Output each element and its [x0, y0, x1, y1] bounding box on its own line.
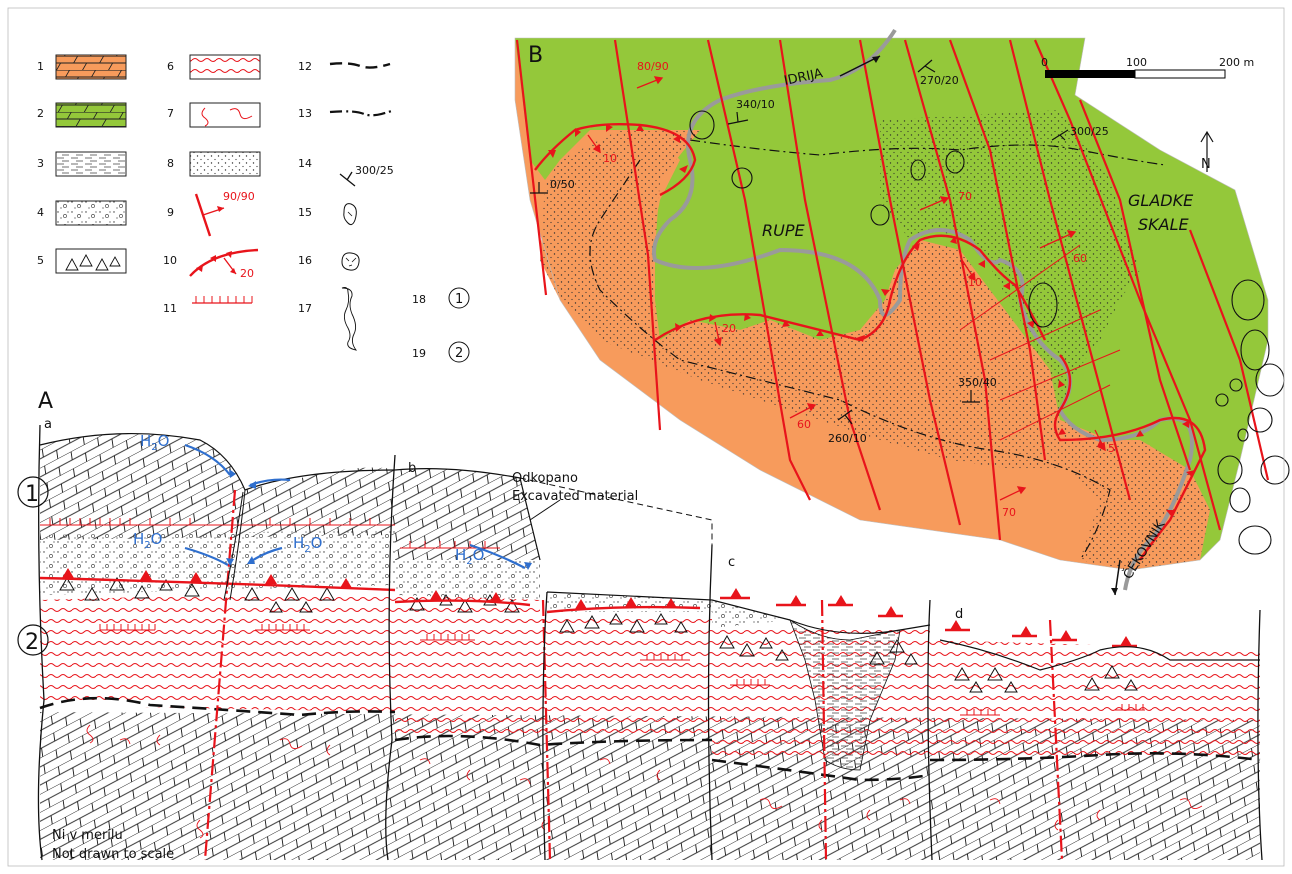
scale-note-sl: Ni v merilu [52, 828, 123, 843]
section-sub-a: a [44, 417, 52, 432]
collapse-doline-symbol [341, 252, 360, 271]
dip-60-a: 60 [1073, 252, 1087, 265]
legend-num-2: 2 [37, 107, 44, 120]
excavation-outline-symbol [341, 287, 358, 351]
clay-dashes-swatch [55, 151, 127, 177]
doline-symbol [343, 203, 357, 226]
map-panel-b: 0 100 200 m N B IDRIJA RUPE GLADKE SKALE… [514, 28, 1290, 596]
meas-300-25: 300/25 [1070, 125, 1109, 138]
legend-num-7: 7 [167, 107, 174, 120]
sand-stipple-swatch [189, 151, 261, 177]
legend-num-4: 4 [37, 206, 44, 219]
section-circled-1-text: 1 [25, 482, 39, 507]
water-label-1: H2O [140, 432, 169, 453]
meas-260-10: 260/10 [828, 432, 867, 445]
thrust-fault-symbol: 20 [189, 248, 259, 280]
circled-1-symbol: 1 [448, 287, 470, 309]
map-panel-letter: B [528, 43, 543, 68]
legend-num-1: 1 [37, 60, 44, 73]
legend-num-19: 19 [412, 347, 426, 360]
legend-num-6: 6 [167, 60, 174, 73]
dip-60-b: 60 [797, 418, 811, 431]
stream [652, 28, 1194, 591]
dip-5: 5 [1108, 442, 1115, 455]
place-rupe: RUPE [762, 221, 805, 240]
dash-dot-boundary-symbol [329, 108, 395, 117]
scale-note-en: Not drawn to scale [52, 847, 174, 862]
dip-70-a: 70 [958, 190, 972, 203]
scale-200: 200 m [1219, 56, 1254, 69]
legend-num-18: 18 [412, 293, 426, 306]
fracture-comb-symbol [192, 296, 253, 304]
meas-80-90: 80/90 [637, 60, 669, 73]
section-sub-c: c [728, 555, 735, 570]
legend-num-15: 15 [298, 206, 312, 219]
breccia-triangles-swatch [55, 248, 127, 274]
legend-num-10: 10 [163, 254, 177, 267]
legend-14-value: 300/25 [355, 164, 394, 177]
legend-num-12: 12 [298, 60, 312, 73]
dolines [689, 110, 1290, 555]
gravel-swatch [55, 200, 127, 226]
green-dolomite-swatch [55, 102, 127, 128]
dip-10-b: 10 [968, 276, 982, 289]
dashed-boundary-symbol [329, 62, 391, 69]
excavated-label-en: Excavated material [512, 489, 638, 504]
legend-19-value: 2 [455, 346, 463, 361]
north-label: N [1201, 157, 1211, 172]
section-circled-2-text: 2 [25, 630, 39, 655]
orange-limestone-swatch [55, 54, 127, 80]
meas-270-20: 270/20 [920, 74, 959, 87]
legend-num-16: 16 [298, 254, 312, 267]
legend-9-value: 90/90 [223, 190, 255, 203]
meas-0-50: 0/50 [550, 178, 575, 191]
legend-num-5: 5 [37, 254, 44, 267]
section-circled-1: 1 [17, 476, 49, 508]
excavated-label-sl: Odkopano [512, 471, 578, 486]
strike-dip-symbol: 300/25 [339, 164, 394, 187]
legend-num-11: 11 [163, 302, 177, 315]
thrust-contacts [534, 123, 1207, 561]
legend-num-17: 17 [298, 302, 312, 315]
water-label-2: H2O [133, 530, 162, 551]
section-sub-b: b [408, 461, 416, 476]
meas-340-10: 340/10 [736, 98, 775, 111]
scale-100: 100 [1126, 56, 1147, 69]
fault-with-dip-symbol: 90/90 [194, 190, 255, 237]
place-skale: SKALE [1138, 215, 1190, 234]
section-sub-d: d [955, 607, 963, 622]
scale-0: 0 [1041, 56, 1048, 69]
water-label-4: H2O [455, 546, 484, 567]
legend-num-14: 14 [298, 157, 312, 170]
dip-10-a: 10 [603, 152, 617, 165]
red-curves-swatch [189, 102, 261, 128]
dip-20: 20 [722, 322, 736, 335]
red-wavy-lines-swatch [189, 54, 261, 80]
north-arrow-icon: N [1200, 130, 1214, 172]
section-circled-2: 2 [17, 624, 49, 656]
legend-num-13: 13 [298, 107, 312, 120]
meas-350-40: 350/40 [958, 376, 997, 389]
place-gladke: GLADKE [1128, 191, 1194, 210]
section-panel-letter: A [38, 389, 53, 414]
scale-bar: 0 100 200 m [1041, 56, 1254, 79]
legend-18-value: 1 [455, 292, 463, 307]
dip-70-b: 70 [1002, 506, 1016, 519]
legend-num-3: 3 [37, 157, 44, 170]
legend: 1 2 3 4 5 6 7 8 9 90/90 10 20 [37, 54, 470, 363]
circled-2-symbol: 2 [448, 341, 470, 363]
legend-num-9: 9 [167, 206, 174, 219]
legend-10-value: 20 [240, 267, 254, 280]
legend-num-8: 8 [167, 157, 174, 170]
section-panel-a: A a b c d 1 2 H2O H2O H2O H2O Odkopano E… [17, 389, 1263, 862]
water-label-3: H2O [293, 534, 322, 555]
